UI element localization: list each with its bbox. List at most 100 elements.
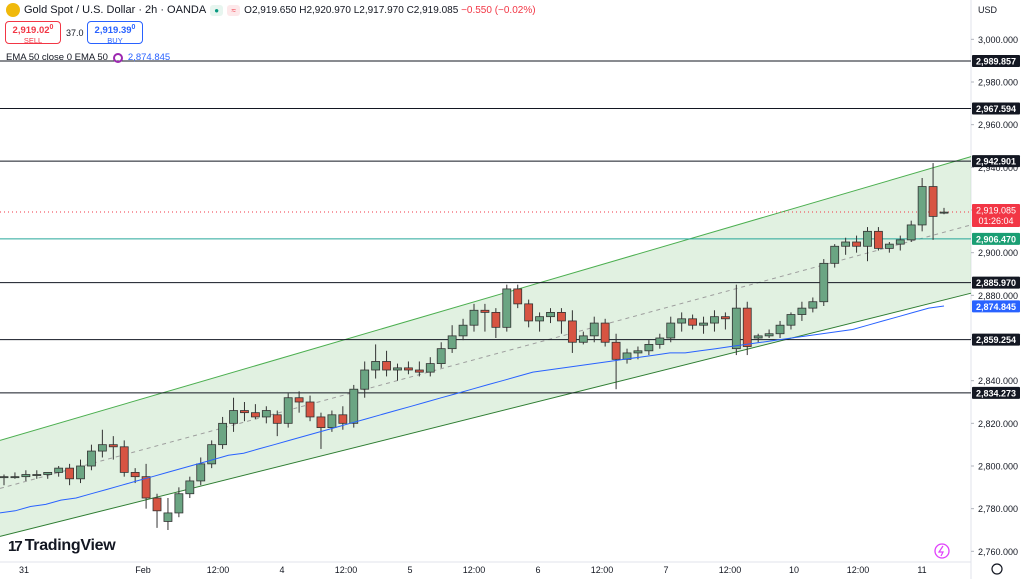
candle-body	[764, 333, 774, 337]
y-tick-label: 2,800.000	[978, 462, 1018, 472]
countdown-label: 01:26:04	[978, 216, 1013, 226]
candle	[928, 163, 938, 240]
candle	[207, 440, 217, 469]
candle	[382, 350, 391, 377]
candle	[305, 395, 315, 422]
spread-value: 37.0	[66, 28, 84, 38]
candle	[600, 318, 610, 347]
level-label-0-bg	[972, 54, 1020, 67]
candle-body	[404, 367, 413, 371]
candle	[349, 384, 359, 428]
candle-body	[600, 322, 610, 343]
candle-body	[666, 322, 676, 339]
x-tick-label: 12:00	[335, 565, 358, 575]
candle-body	[633, 350, 643, 354]
candle	[43, 471, 53, 479]
candle	[404, 361, 413, 375]
candle-body	[87, 450, 96, 467]
buy-label: BUY	[107, 36, 123, 46]
candle	[425, 357, 435, 377]
candle	[447, 325, 457, 353]
level-label-4-bg	[972, 276, 1020, 289]
candle-body	[928, 186, 938, 217]
open-value: O2,919.650	[244, 4, 297, 16]
candle-body	[841, 241, 851, 247]
candle-body	[218, 422, 228, 446]
candle-body	[469, 309, 479, 326]
candle-body	[458, 324, 468, 337]
candle	[731, 284, 741, 356]
change-value: −0.550 (−0.02%)	[461, 4, 536, 16]
y-tick-label: 2,760.000	[978, 547, 1018, 557]
candle	[272, 410, 282, 437]
y-tick-label: 2,780.000	[978, 504, 1018, 514]
candle	[371, 344, 381, 379]
y-tick-label: 2,840.000	[978, 376, 1018, 386]
x-tick-label: 12:00	[719, 565, 742, 575]
candle-body	[480, 309, 490, 313]
candle-body	[699, 322, 708, 326]
tradingview-logo-icon: 17	[8, 537, 23, 555]
candle	[710, 310, 719, 332]
candle-body	[10, 476, 20, 479]
indicator-legend[interactable]: EMA 50 close 0 EMA 50 2,874.845	[6, 52, 170, 63]
candle-body	[250, 412, 260, 418]
gold-symbol-icon	[6, 3, 20, 17]
buy-sup: 0	[131, 24, 136, 31]
candle	[808, 297, 818, 313]
candle-body	[207, 444, 217, 465]
level-label-4: 2,885.970	[976, 278, 1016, 288]
candle	[655, 333, 665, 349]
candle-body	[491, 311, 501, 328]
level-label-1: 2,967.594	[976, 104, 1016, 114]
x-tick-label: 6	[535, 565, 540, 575]
candle	[753, 333, 763, 343]
candle	[611, 333, 621, 390]
candle	[895, 235, 905, 251]
candle-body	[513, 288, 523, 305]
candle-body	[32, 474, 42, 476]
candle	[677, 312, 687, 332]
x-tick-label: 12:00	[207, 565, 230, 575]
candle	[130, 468, 140, 484]
candle-body	[0, 476, 9, 479]
candle	[567, 310, 577, 353]
candle	[185, 476, 195, 498]
candle-body	[436, 348, 446, 364]
candle-body	[502, 288, 512, 328]
level-label-6-bg	[972, 386, 1020, 399]
ema-axis-label-bg	[972, 300, 1020, 313]
candle-body	[371, 361, 381, 371]
candle	[152, 493, 162, 528]
candle	[174, 487, 184, 518]
candle	[108, 436, 118, 460]
candle	[261, 406, 271, 424]
candle-body	[327, 414, 337, 428]
brand-name: TradingView	[24, 537, 116, 554]
candle	[917, 178, 927, 232]
candle-body	[819, 262, 829, 303]
candle	[316, 412, 326, 449]
candle	[884, 242, 894, 253]
sell-button[interactable]: 2,919.020 SELL	[5, 21, 61, 45]
symbol-title[interactable]: Gold Spot / U.S. Dollar · 2h · OANDA	[24, 4, 207, 16]
candle-body	[305, 401, 315, 418]
candle	[863, 227, 872, 262]
candle-body	[852, 241, 861, 247]
candle-body	[54, 467, 64, 473]
buy-button[interactable]: 2,919.390 BUY	[87, 21, 143, 46]
candle	[666, 316, 676, 343]
candle	[393, 363, 402, 381]
x-tick-label: 11	[917, 565, 926, 575]
level-label-2-bg	[972, 155, 1020, 168]
candle	[819, 259, 829, 306]
currency-label[interactable]: USD	[978, 5, 998, 15]
candle	[163, 498, 173, 530]
candle	[250, 404, 260, 420]
candle-body	[43, 471, 53, 475]
indicator-value: 2,874.845	[127, 52, 171, 63]
candle	[294, 391, 304, 413]
candle-body	[119, 446, 129, 473]
